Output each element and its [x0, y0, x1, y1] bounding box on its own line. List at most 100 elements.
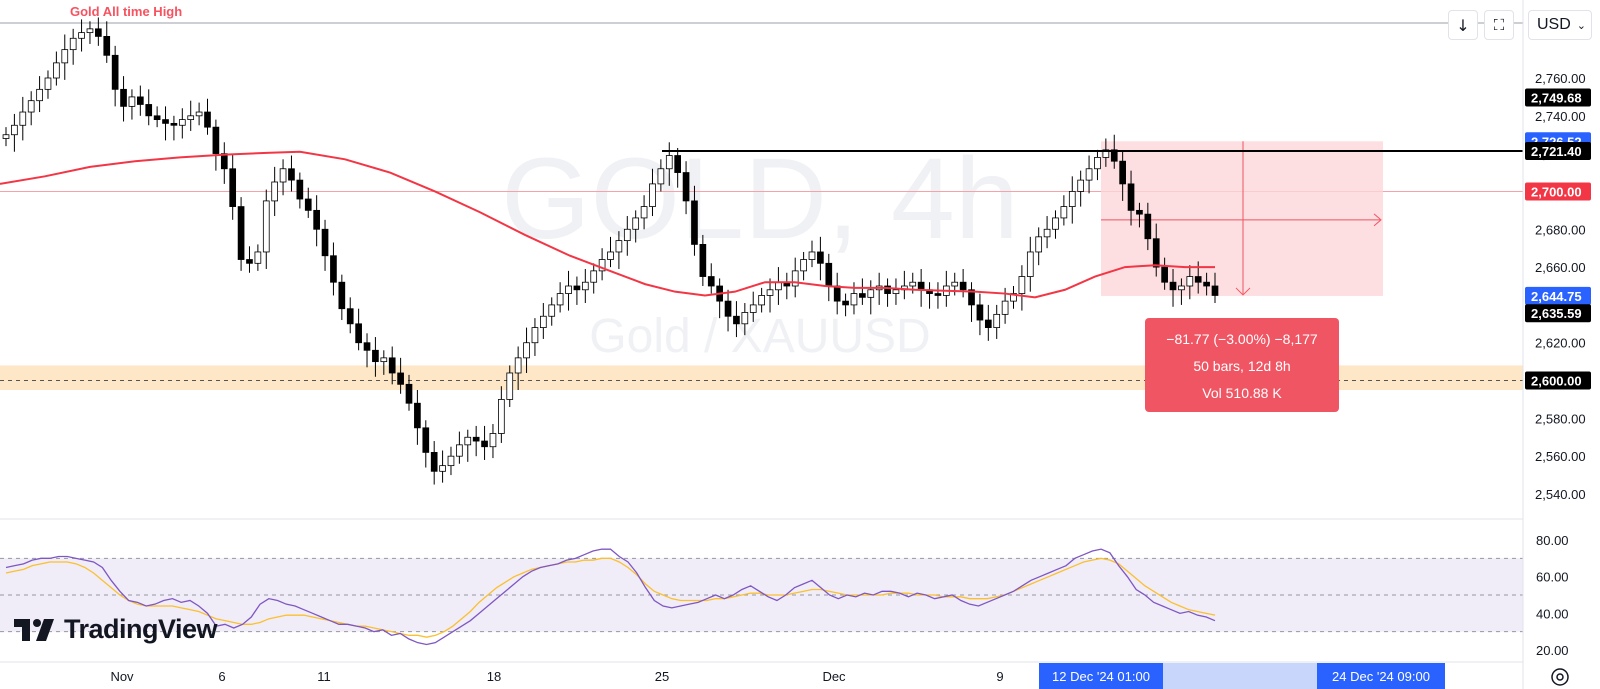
candle — [321, 219, 329, 271]
candle — [355, 308, 362, 351]
candle — [61, 34, 69, 80]
candle-body — [1001, 300, 1009, 315]
candle — [103, 21, 111, 63]
price-label-text: 2,749.68 — [1531, 91, 1582, 106]
candle — [733, 301, 740, 338]
candle-body — [825, 262, 833, 287]
candle-body — [11, 124, 18, 136]
candle — [1026, 236, 1034, 292]
candle — [682, 161, 690, 215]
candle-body — [212, 126, 220, 155]
candle — [993, 304, 1001, 339]
logo-text: TradingView — [64, 614, 218, 644]
price-tick-label: 2,660.00 — [1535, 260, 1586, 275]
price-label-tag: 2,635.59 — [1525, 304, 1591, 323]
candle-body — [850, 293, 858, 306]
candle-body — [1043, 228, 1051, 238]
candle-body — [405, 383, 413, 404]
candle-body — [1186, 276, 1194, 287]
price-label-tag: 2,721.40 — [1525, 141, 1591, 160]
candle-body — [581, 281, 589, 291]
candle-body — [842, 300, 849, 306]
candle-body — [523, 342, 530, 359]
candle — [372, 337, 379, 377]
symbol-watermark: GOLD, 4h — [501, 135, 1019, 263]
candle-body — [984, 319, 992, 329]
price-tick-label: 2,620.00 — [1535, 336, 1586, 351]
arrow-down-icon: ↓ — [1456, 15, 1470, 35]
candle — [1127, 170, 1135, 226]
candle — [539, 303, 547, 339]
candle — [472, 425, 480, 457]
candle — [53, 51, 60, 86]
candle — [1043, 216, 1051, 249]
candle — [514, 346, 522, 390]
candle-body — [489, 433, 497, 448]
candle-body — [498, 399, 505, 434]
candle — [817, 236, 824, 281]
candle-body — [170, 122, 178, 126]
candle-body — [909, 281, 917, 287]
moving-average-line — [0, 150, 1215, 299]
candle — [19, 96, 27, 141]
rsi-line — [5, 548, 1216, 646]
candle-body — [1119, 160, 1126, 185]
candle — [1136, 202, 1143, 228]
candle — [1052, 210, 1059, 239]
measurement-change: −81.77 (−3.00%) −8,177 — [1166, 331, 1318, 347]
candle-body — [640, 206, 648, 219]
download-button[interactable]: ↓ — [1448, 10, 1478, 40]
candle — [338, 274, 346, 321]
candle-body — [506, 372, 514, 400]
tradingview-logo[interactable]: TradingView — [14, 614, 218, 645]
candle-body — [1161, 266, 1168, 283]
measurement-arrow-right-icon — [1373, 213, 1382, 227]
candle — [976, 293, 984, 336]
settings-gear-icon[interactable] — [1551, 668, 1569, 686]
candle — [665, 142, 673, 186]
price-label-tag: 2,700.00 — [1525, 182, 1591, 201]
candle-body — [439, 465, 446, 472]
candle-body — [288, 168, 295, 181]
price-label-tag: 2,600.00 — [1525, 371, 1591, 390]
candle-body — [363, 342, 371, 351]
maximize-button[interactable]: ⛶ — [1484, 10, 1514, 40]
symbol-watermark-subtitle: Gold / XAUUSD — [589, 310, 930, 363]
price-label-text: 2,721.40 — [1531, 144, 1582, 159]
candle-body — [699, 243, 707, 277]
time-label-tag: 24 Dec '24 09:00 — [1317, 663, 1445, 689]
candle — [69, 28, 77, 65]
candle — [2, 127, 10, 147]
candle-body — [346, 308, 354, 325]
candle-body — [120, 88, 127, 107]
candle — [262, 189, 270, 269]
candle — [178, 108, 186, 139]
candle-body — [1085, 168, 1093, 181]
candle — [136, 85, 144, 116]
candle — [1102, 138, 1110, 167]
candle-body — [195, 111, 203, 117]
candle-body — [707, 276, 715, 287]
candle — [1203, 272, 1210, 296]
currency-selector[interactable]: USD ⌄ — [1528, 10, 1592, 40]
candle-body — [422, 427, 430, 453]
price-label-tag: 2,749.68 — [1525, 88, 1591, 107]
candle — [884, 278, 891, 307]
price-tick-label: 2,540.00 — [1535, 487, 1586, 502]
candle — [968, 282, 975, 322]
time-label-text: 24 Dec '24 09:00 — [1332, 669, 1430, 684]
candle-body — [1052, 217, 1059, 230]
candle-body — [556, 293, 564, 306]
candle-body — [892, 289, 900, 294]
candle — [153, 106, 161, 128]
time-tick-label: 11 — [317, 669, 331, 684]
measurement-tooltip: −81.77 (−3.00%) −8,177 50 bars, 12d 8h V… — [1145, 318, 1339, 412]
candle-body — [262, 200, 270, 253]
candle — [388, 346, 396, 385]
candle — [959, 268, 967, 298]
candle-body — [791, 270, 799, 287]
candle — [439, 450, 446, 483]
candle — [271, 166, 279, 217]
candle-body — [1102, 149, 1110, 158]
